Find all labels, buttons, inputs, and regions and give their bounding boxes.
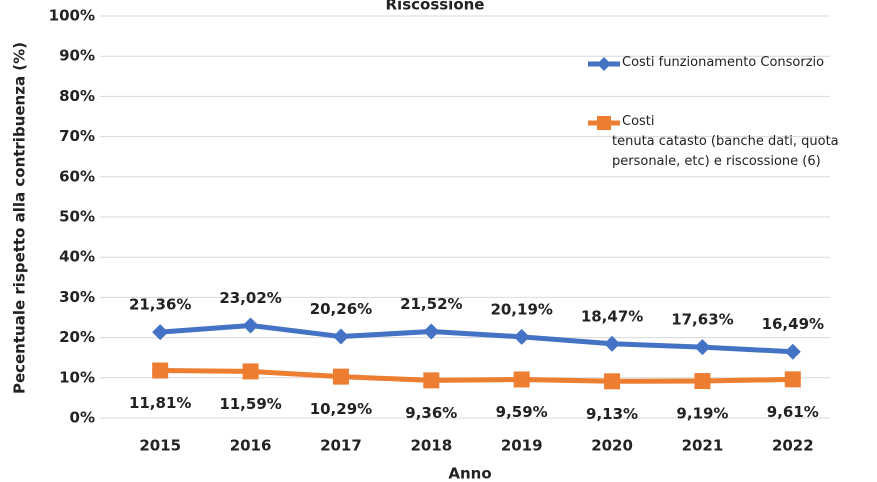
series-line xyxy=(160,322,793,355)
chart-title: Riscossione xyxy=(386,0,485,14)
y-axis-label: Pecentuale rispetto alla contribuenza (%… xyxy=(11,42,29,394)
marker xyxy=(152,324,169,341)
data-label: 18,47% xyxy=(581,307,643,325)
x-tick-label: 2020 xyxy=(591,437,633,455)
data-label: 10,29% xyxy=(310,400,372,418)
legend-marker xyxy=(597,57,611,71)
data-label: 20,19% xyxy=(490,300,552,318)
data-label: 20,26% xyxy=(310,300,372,318)
marker xyxy=(332,368,349,385)
data-label: 11,81% xyxy=(129,394,191,412)
y-tick-label: 0% xyxy=(70,409,95,427)
y-tick-label: 30% xyxy=(59,288,95,306)
data-label: 21,36% xyxy=(129,296,191,314)
marker xyxy=(242,363,259,380)
y-tick-label: 20% xyxy=(59,328,95,346)
x-tick-label: 2016 xyxy=(230,437,272,455)
x-tick-label: 2019 xyxy=(501,437,543,455)
marker xyxy=(423,323,440,340)
y-tick-label: 50% xyxy=(59,208,95,226)
y-tick-label: 80% xyxy=(59,87,95,105)
data-label: 9,13% xyxy=(586,405,638,423)
y-tick-label: 70% xyxy=(59,127,95,145)
data-label: 9,36% xyxy=(405,404,457,422)
marker xyxy=(513,328,530,345)
marker xyxy=(242,317,259,334)
series-line xyxy=(160,368,793,384)
legend-entry: Costi tenuta catasto (banche dati, quota… xyxy=(612,114,839,169)
data-label: 9,59% xyxy=(496,403,548,421)
x-tick-label: 2015 xyxy=(139,437,181,455)
y-tick-label: 60% xyxy=(59,167,95,185)
x-tick-label: 2018 xyxy=(410,437,452,455)
y-tick-label: 90% xyxy=(59,47,95,65)
x-tick-label: 2022 xyxy=(772,437,814,455)
marker xyxy=(694,339,711,356)
data-label: 17,63% xyxy=(671,311,733,329)
marker xyxy=(694,373,711,390)
x-tick-label: 2021 xyxy=(682,437,724,455)
y-tick-label: 100% xyxy=(49,7,95,25)
marker xyxy=(784,343,801,360)
x-tick-label: 2017 xyxy=(320,437,362,455)
marker xyxy=(604,373,621,390)
marker xyxy=(513,371,530,388)
legend-label: Costi funzionamento Consorzio xyxy=(622,55,825,70)
data-label: 21,52% xyxy=(400,295,462,313)
legend-marker xyxy=(597,116,611,130)
data-label: 11,59% xyxy=(219,395,281,413)
legend-label: Costi tenuta catasto (banche dati, quota… xyxy=(612,114,839,169)
legend-entry: Costi funzionamento Consorzio xyxy=(622,55,825,70)
data-label: 16,49% xyxy=(762,315,824,333)
data-label: 23,02% xyxy=(219,289,281,307)
marker xyxy=(152,362,169,379)
marker xyxy=(604,335,621,352)
y-tick-label: 40% xyxy=(59,248,95,266)
x-axis-label: Anno xyxy=(448,465,491,482)
data-label: 9,19% xyxy=(676,405,728,423)
marker xyxy=(423,372,440,389)
marker xyxy=(784,371,801,388)
marker xyxy=(332,328,349,345)
data-label: 9,61% xyxy=(767,403,819,421)
y-tick-label: 10% xyxy=(59,368,95,386)
